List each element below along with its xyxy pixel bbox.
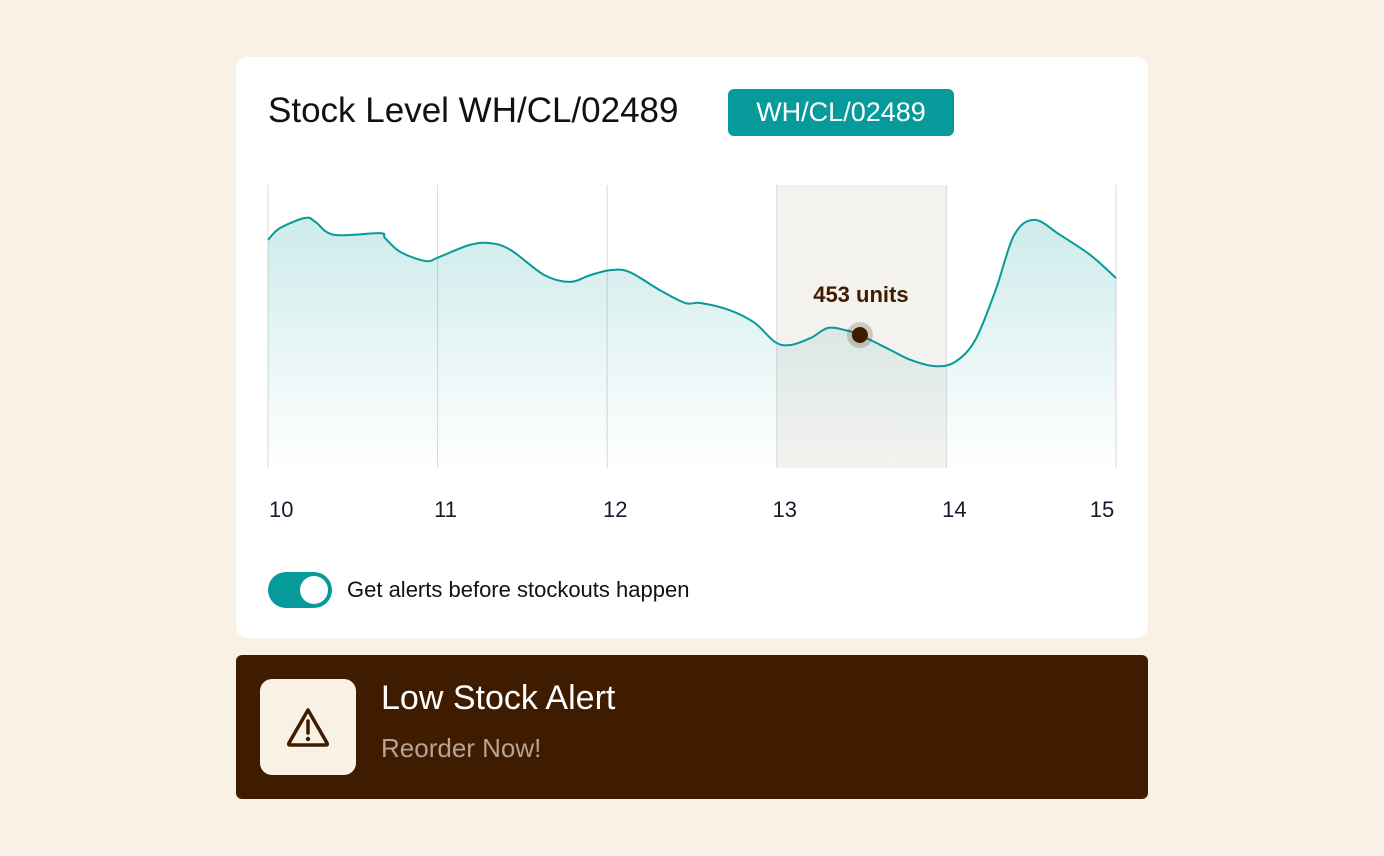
- stock-card: Stock Level WH/CL/02489 WH/CL/02489 10 11…: [236, 57, 1148, 638]
- series-line: [267, 216, 1117, 368]
- stock-chart: 10 11 12 13 14 15 453 units: [267, 185, 1117, 522]
- low-stock-alert[interactable]: Low Stock Alert Reorder Now!: [236, 655, 1148, 799]
- data-label: 453 units: [813, 282, 908, 307]
- data-point-marker: [851, 327, 868, 344]
- x-tick-label: 12: [603, 497, 627, 522]
- alert-subtitle: Reorder Now!: [381, 733, 542, 763]
- alert-title: Low Stock Alert: [381, 679, 616, 717]
- x-tick-label: 14: [942, 497, 966, 522]
- x-tick-label: 13: [773, 497, 797, 522]
- alerts-toggle[interactable]: [268, 572, 332, 608]
- area-fill: [268, 217, 1116, 468]
- x-tick-label: 10: [269, 497, 293, 522]
- page-title: Stock Level WH/CL/02489: [268, 91, 679, 130]
- alerts-toggle-label: Get alerts before stockouts happen: [347, 577, 690, 602]
- warehouse-badge: WH/CL/02489: [728, 89, 954, 136]
- warning-triangle-icon: [260, 679, 356, 775]
- x-tick-label: 15: [1090, 497, 1114, 522]
- toggle-knob: [300, 576, 328, 604]
- x-tick-label: 11: [434, 497, 457, 522]
